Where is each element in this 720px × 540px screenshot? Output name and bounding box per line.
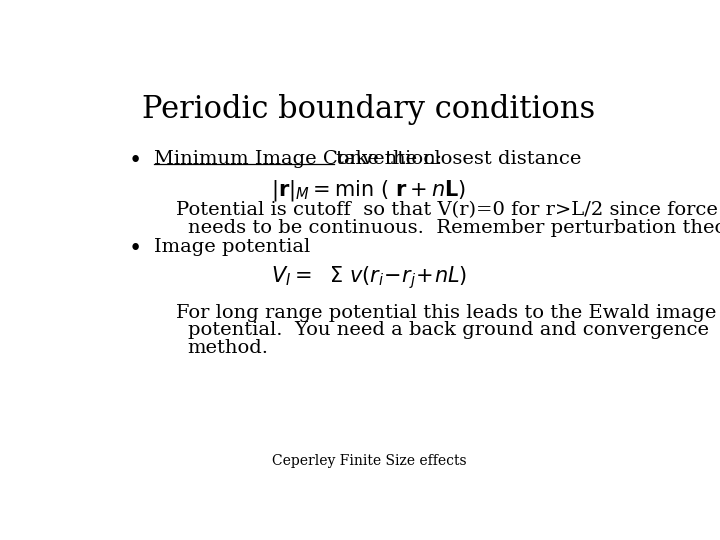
- Text: $|\mathbf{r}|_M = \min\ (\ \mathbf{r}+n\mathbf{L})$: $|\mathbf{r}|_M = \min\ (\ \mathbf{r}+n\…: [271, 178, 467, 203]
- Text: Potential is cutoff  so that V(r)=0 for r>L/2 since force: Potential is cutoff so that V(r)=0 for r…: [176, 201, 719, 219]
- Text: For long range potential this leads to the Ewald image: For long range potential this leads to t…: [176, 304, 717, 322]
- Text: Ceperley Finite Size effects: Ceperley Finite Size effects: [271, 454, 467, 468]
- Text: needs to be continuous.  Remember perturbation theory.: needs to be continuous. Remember perturb…: [188, 219, 720, 237]
- Text: take the closest distance: take the closest distance: [336, 150, 581, 168]
- Text: Image potential: Image potential: [154, 238, 310, 256]
- Text: Minimum Image Convention:: Minimum Image Convention:: [154, 150, 442, 168]
- Text: method.: method.: [188, 339, 269, 357]
- Text: Periodic boundary conditions: Periodic boundary conditions: [143, 94, 595, 125]
- Text: •: •: [129, 150, 143, 172]
- Text: potential.  You need a back ground and convergence: potential. You need a back ground and co…: [188, 321, 708, 339]
- Text: •: •: [129, 238, 143, 260]
- Text: $V_I=\ \ \Sigma\ v(r_i\!-\!r_j\!+\!nL)$: $V_I=\ \ \Sigma\ v(r_i\!-\!r_j\!+\!nL)$: [271, 265, 467, 291]
